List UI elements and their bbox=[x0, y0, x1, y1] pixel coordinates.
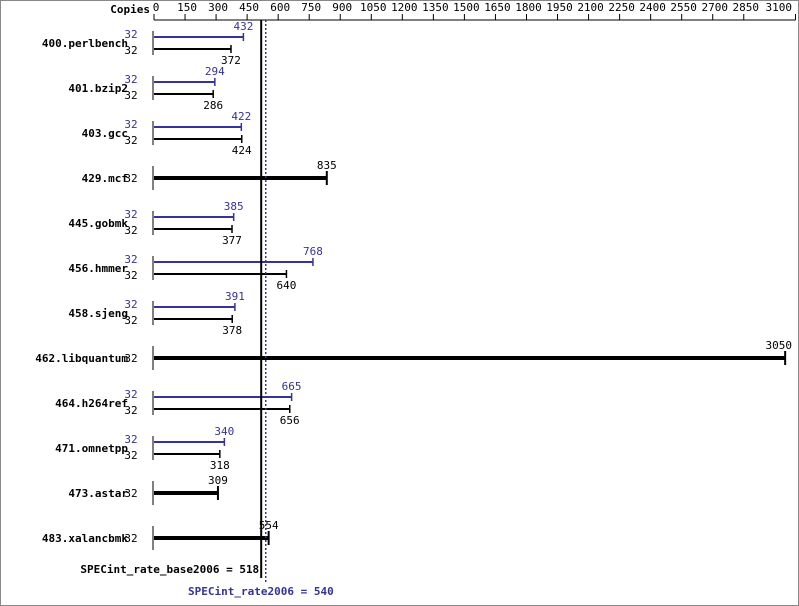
value-label: 391 bbox=[225, 290, 245, 303]
x-tick-label: 2550 bbox=[670, 1, 697, 14]
x-tick-label: 1500 bbox=[453, 1, 480, 14]
reference-label: SPECint_rate2006 = 540 bbox=[188, 585, 334, 598]
value-label: 377 bbox=[222, 234, 242, 247]
value-label: 835 bbox=[317, 159, 337, 172]
category-label: 464.h264ref bbox=[55, 397, 128, 410]
value-label: 286 bbox=[203, 99, 223, 112]
bar bbox=[154, 536, 269, 540]
x-tick-label: 900 bbox=[332, 1, 352, 14]
copies: 32 bbox=[124, 44, 137, 57]
copies: 32 bbox=[124, 224, 137, 237]
x-tick-label: 1950 bbox=[546, 1, 573, 14]
copies: 32 bbox=[124, 449, 137, 462]
category-label: 401.bzip2 bbox=[68, 82, 128, 95]
copies: 32 bbox=[124, 388, 137, 401]
value-label: 640 bbox=[277, 279, 297, 292]
x-tick-label: 300 bbox=[208, 1, 228, 14]
x-tick-label: 1350 bbox=[422, 1, 449, 14]
x-tick-label: 150 bbox=[177, 1, 197, 14]
category-label: 429.mcf bbox=[82, 172, 128, 185]
copies: 32 bbox=[124, 89, 137, 102]
x-tick-label: 2850 bbox=[733, 1, 760, 14]
value-label: 656 bbox=[280, 414, 300, 427]
copies-header: Copies bbox=[110, 3, 150, 16]
value-label: 318 bbox=[210, 459, 230, 472]
x-tick-label: 1200 bbox=[391, 1, 418, 14]
bar bbox=[154, 356, 786, 360]
value-label: 378 bbox=[222, 324, 242, 337]
value-label: 554 bbox=[259, 519, 279, 532]
x-tick-label: 0 bbox=[153, 1, 160, 14]
copies: 32 bbox=[124, 532, 137, 545]
category-label: 471.omnetpp bbox=[55, 442, 128, 455]
value-label: 340 bbox=[214, 425, 234, 438]
value-label: 294 bbox=[205, 65, 225, 78]
x-tick-label: 750 bbox=[301, 1, 321, 14]
copies: 32 bbox=[124, 28, 137, 41]
x-tick-label: 1650 bbox=[484, 1, 511, 14]
category-label: 456.hmmer bbox=[68, 262, 128, 275]
category-label: 403.gcc bbox=[82, 127, 128, 140]
copies: 32 bbox=[124, 352, 137, 365]
value-label: 424 bbox=[232, 144, 252, 157]
category-label: 473.astar bbox=[68, 487, 128, 500]
value-label: 3050 bbox=[766, 339, 793, 352]
x-tick-label: 600 bbox=[270, 1, 290, 14]
value-label: 422 bbox=[231, 110, 251, 123]
x-tick-label: 1050 bbox=[360, 1, 387, 14]
value-label: 385 bbox=[224, 200, 244, 213]
value-label: 309 bbox=[208, 474, 228, 487]
copies: 32 bbox=[124, 253, 137, 266]
copies: 32 bbox=[124, 118, 137, 131]
bar bbox=[154, 491, 218, 495]
reference-label: SPECint_rate_base2006 = 518 bbox=[80, 563, 259, 576]
category-label: 458.sjeng bbox=[68, 307, 128, 320]
x-tick-label: 2100 bbox=[577, 1, 604, 14]
copies: 32 bbox=[124, 73, 137, 86]
copies: 32 bbox=[124, 487, 137, 500]
value-label: 372 bbox=[221, 54, 241, 67]
x-tick-label: 2250 bbox=[608, 1, 635, 14]
category-label: 462.libquantum bbox=[35, 352, 128, 365]
x-tick-label: 1800 bbox=[515, 1, 542, 14]
value-label: 665 bbox=[282, 380, 302, 393]
copies: 32 bbox=[124, 404, 137, 417]
copies: 32 bbox=[124, 314, 137, 327]
copies: 32 bbox=[124, 298, 137, 311]
x-tick-label: 2700 bbox=[701, 1, 728, 14]
x-tick-label: 450 bbox=[239, 1, 259, 14]
category-label: 483.xalancbmk bbox=[42, 532, 128, 545]
category-label: 400.perlbench bbox=[42, 37, 128, 50]
copies: 32 bbox=[124, 134, 137, 147]
copies: 32 bbox=[124, 172, 137, 185]
bar bbox=[154, 176, 327, 180]
x-tick-label: 3100 bbox=[766, 1, 793, 14]
copies: 32 bbox=[124, 433, 137, 446]
copies: 32 bbox=[124, 208, 137, 221]
value-label: 768 bbox=[303, 245, 323, 258]
copies: 32 bbox=[124, 269, 137, 282]
category-label: 445.gobmk bbox=[68, 217, 128, 230]
x-tick-label: 2400 bbox=[639, 1, 666, 14]
value-label: 432 bbox=[233, 20, 253, 33]
